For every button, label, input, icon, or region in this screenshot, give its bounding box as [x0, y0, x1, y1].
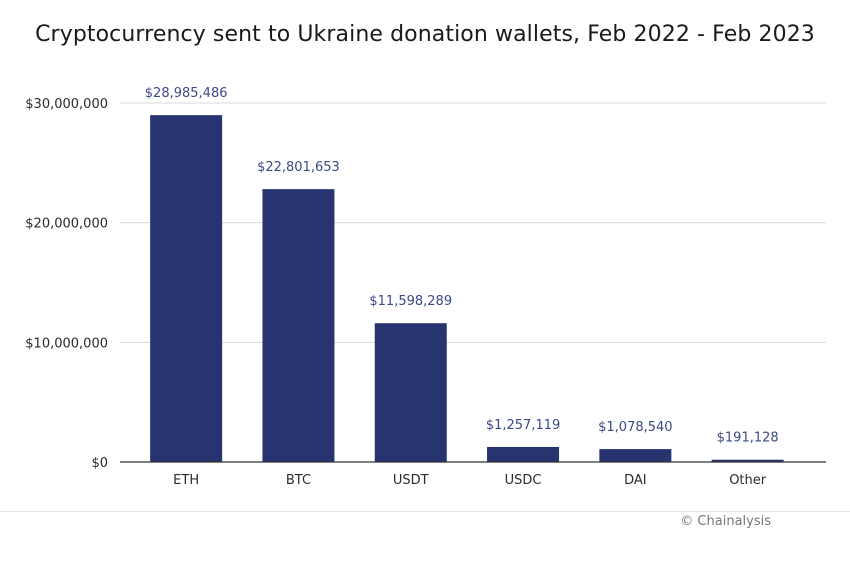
y-tick-label: $30,000,000	[25, 97, 108, 112]
x-tick-label: USDT	[393, 473, 429, 488]
y-tick-label: $10,000,000	[25, 336, 108, 351]
data-label: $191,128	[717, 431, 779, 446]
x-tick-label: USDC	[505, 473, 542, 488]
data-label: $11,598,289	[369, 294, 452, 309]
bars	[150, 115, 784, 463]
bar-eth	[150, 115, 223, 462]
x-axis-tick-labels: ETH BTC USDT USDC DAI Other	[173, 473, 767, 488]
data-labels: $28,985,486 $22,801,653 $11,598,289 $1,257,…	[145, 86, 779, 446]
data-label: $1,257,119	[486, 418, 560, 433]
y-tick-label: $0	[91, 456, 108, 471]
data-label: $28,985,486	[145, 86, 228, 101]
source-credit: © Chainalysis	[680, 514, 771, 529]
bar-usdc	[487, 446, 560, 462]
bar-other	[711, 459, 784, 462]
bar-btc	[262, 189, 335, 463]
bar-dai	[599, 449, 672, 462]
y-axis-tick-labels: $0 $10,000,000 $20,000,000 $30,000,000	[25, 97, 108, 471]
bar-chart: $0 $10,000,000 $20,000,000 $30,000,000 $28,…	[25, 86, 826, 488]
data-label: $1,078,540	[598, 420, 672, 435]
x-tick-label: Other	[729, 473, 767, 488]
x-tick-label: ETH	[173, 473, 199, 488]
y-tick-label: $20,000,000	[25, 217, 108, 232]
gridlines	[120, 102, 826, 343]
x-tick-label: BTC	[286, 473, 311, 488]
x-tick-label: DAI	[624, 473, 647, 488]
chart-title: Cryptocurrency sent to Ukraine donation …	[35, 22, 815, 47]
data-label: $22,801,653	[257, 160, 340, 175]
bar-usdt	[374, 323, 447, 462]
footer-divider	[0, 511, 850, 512]
